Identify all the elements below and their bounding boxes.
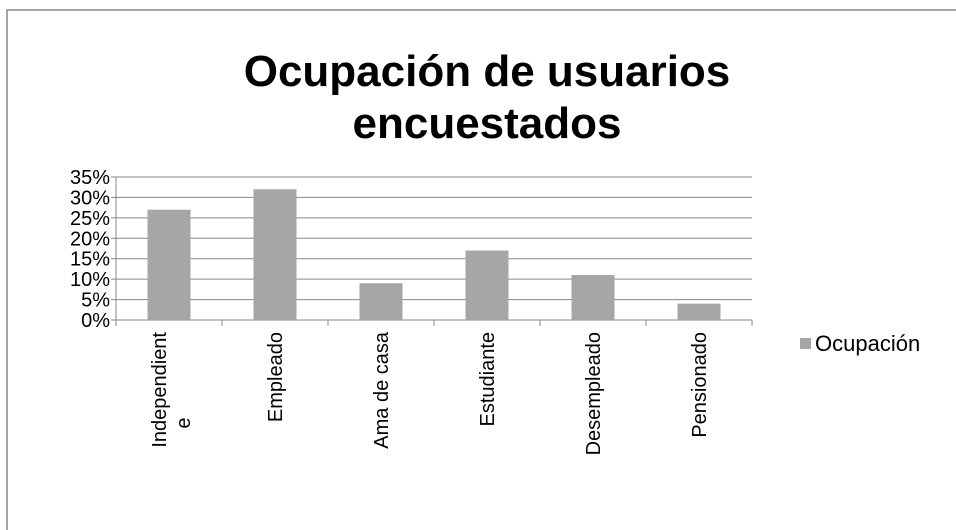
y-tick-label: 10% xyxy=(70,269,110,291)
x-tick-label: Empleado xyxy=(265,332,287,422)
y-tick-label: 35% xyxy=(70,167,110,189)
x-tick-label: Ama de casa xyxy=(371,331,393,449)
bar xyxy=(253,189,297,320)
label-line: Independient xyxy=(149,332,171,448)
legend-swatch xyxy=(800,338,811,349)
y-tick-label: 25% xyxy=(70,208,110,230)
bar xyxy=(465,250,509,320)
legend-label: Ocupación xyxy=(815,331,920,356)
x-tick-label: Independient e xyxy=(149,332,195,448)
bar xyxy=(359,283,403,320)
chart-title: Ocupación de usuarios encuestados xyxy=(244,47,731,148)
y-tick-label: 15% xyxy=(70,249,110,271)
title-line: encuestados xyxy=(353,99,622,148)
title-line: Ocupación de usuarios xyxy=(244,47,731,96)
bar xyxy=(571,275,615,320)
y-tick-label: 0% xyxy=(81,310,110,332)
bar xyxy=(677,303,721,320)
y-tick-label: 30% xyxy=(70,187,110,209)
x-tick-label: Pensionado xyxy=(689,332,711,438)
x-tick-label: Desempleado xyxy=(583,332,605,455)
bar xyxy=(147,209,191,320)
y-tick-label: 5% xyxy=(81,290,110,312)
x-tick-label: Estudiante xyxy=(477,332,499,427)
label-line: e xyxy=(173,417,195,428)
y-tick-label: 20% xyxy=(70,228,110,250)
